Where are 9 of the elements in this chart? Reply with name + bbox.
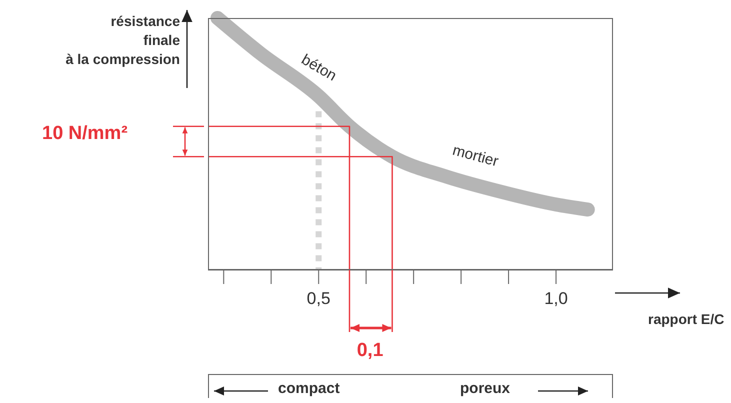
annotation: mortier (450, 142, 500, 170)
text: 0,1 (356, 340, 384, 362)
text: poreux (460, 380, 510, 397)
x-tick-label: 0,5 (306, 289, 330, 308)
x-axis-title: rapport E/C (648, 311, 724, 327)
text: 10 N/mm² (42, 123, 128, 146)
y-axis-title: résistance finale à la compression (66, 12, 180, 69)
text: compact (278, 380, 340, 397)
x-tick-label: 1,0 (544, 289, 568, 308)
